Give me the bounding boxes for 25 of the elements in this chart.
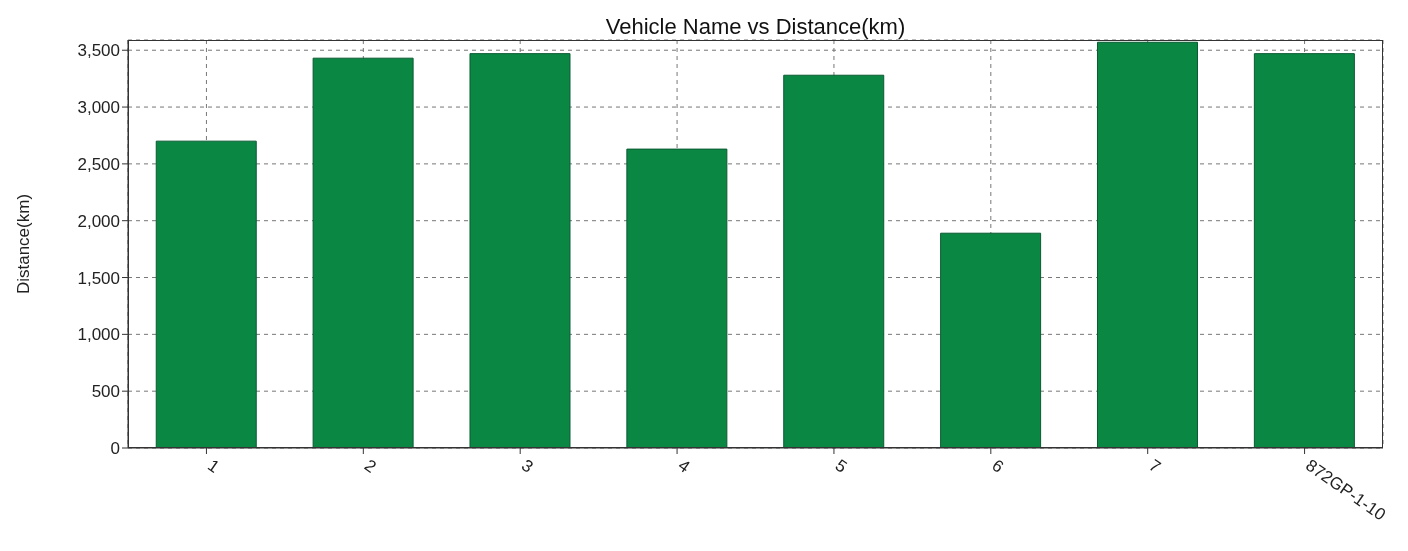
y-tick-label: 1,000 — [77, 325, 120, 345]
bar — [469, 53, 571, 448]
x-tick-label: 2 — [361, 455, 380, 477]
y-tick-label: 3,500 — [77, 41, 120, 61]
chart-title: Vehicle Name vs Distance(km) — [604, 14, 907, 40]
bar — [312, 57, 414, 448]
y-tick-label: 1,500 — [77, 268, 120, 288]
y-axis-title: Distance(km) — [14, 193, 34, 295]
y-tick-label: 2,500 — [77, 154, 120, 174]
bar — [940, 232, 1042, 448]
y-tick-label: 500 — [91, 382, 120, 402]
y-tick-label: 2,000 — [77, 211, 120, 231]
y-tick-label: 3,000 — [77, 98, 120, 118]
x-tick-label: 7 — [1145, 455, 1165, 477]
bar — [626, 148, 728, 448]
bar — [783, 74, 885, 448]
x-tick-label: 6 — [988, 455, 1008, 477]
x-tick-label: 3 — [517, 455, 537, 477]
bar — [1253, 53, 1355, 448]
y-tick-label: 0 — [110, 439, 120, 459]
x-tick-label: 4 — [674, 455, 694, 477]
bar — [1096, 41, 1198, 448]
x-tick-label: 5 — [831, 455, 851, 477]
bar — [155, 140, 257, 448]
x-tick-label: 1 — [204, 455, 223, 477]
